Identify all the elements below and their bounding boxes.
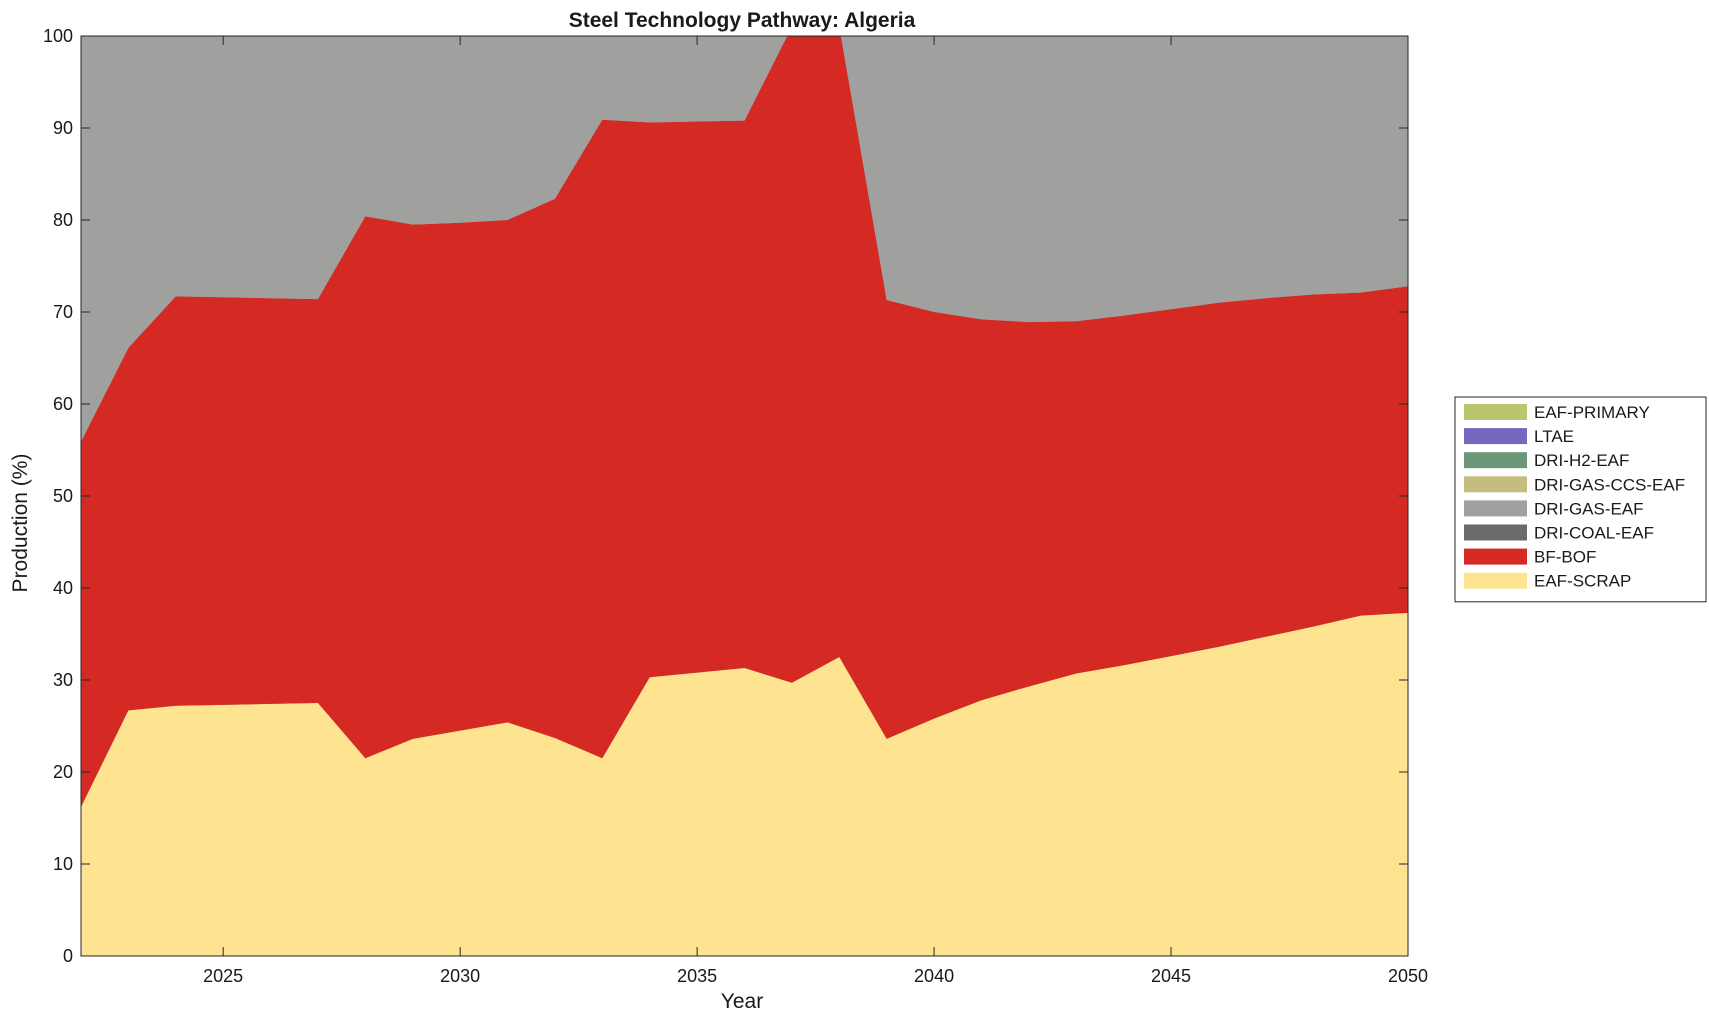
legend-swatch — [1464, 476, 1527, 493]
axes — [80, 35, 1409, 957]
legend-swatch — [1464, 548, 1527, 565]
legend-swatch — [1464, 500, 1527, 517]
legend-label: BF-BOF — [1534, 548, 1596, 567]
legend: EAF-PRIMARY LTAE DRI-H2-EAF DRI-GAS-CCS-EAF… — [1454, 396, 1707, 603]
legend-swatch — [1464, 452, 1527, 469]
legend-label: DRI-GAS-CCS-EAF — [1534, 475, 1685, 494]
legend-swatch — [1464, 428, 1527, 445]
x-axis-label: Year — [721, 990, 763, 1013]
y-axis-label: Production (%) — [9, 454, 32, 593]
y-tick-label: 30 — [53, 670, 73, 690]
area-dri-gas-eaf — [81, 36, 1408, 442]
y-tick-label: 80 — [53, 210, 73, 230]
x-tick-label: 2035 — [677, 966, 717, 986]
area-bf-bof — [81, 36, 1408, 807]
y-tick-label: 60 — [53, 394, 73, 414]
legend-label: EAF-SCRAP — [1534, 572, 1631, 591]
legend-label: DRI-GAS-EAF — [1534, 499, 1644, 518]
y-tick-label: 100 — [43, 26, 73, 46]
y-tick-label: 10 — [53, 854, 73, 874]
x-tick-label: 2025 — [203, 966, 243, 986]
y-tick-label: 50 — [53, 486, 73, 506]
y-tick-label: 70 — [53, 302, 73, 322]
legend-label: DRI-COAL-EAF — [1534, 524, 1654, 543]
y-tick-label: 90 — [53, 118, 73, 138]
x-tick-label: 2045 — [1151, 966, 1191, 986]
x-tick-label: 2050 — [1388, 966, 1428, 986]
legend-label: EAF-PRIMARY — [1534, 403, 1650, 422]
x-tick-label: 2030 — [440, 966, 480, 986]
plot-area — [81, 36, 1408, 956]
legend-label: DRI-H2-EAF — [1534, 451, 1629, 470]
area-eaf-scrap — [81, 612, 1408, 956]
y-tick-label: 0 — [63, 946, 73, 966]
legend-swatch — [1464, 404, 1527, 420]
chart-title: Steel Technology Pathway: Algeria — [569, 9, 916, 32]
legend-swatch — [1464, 524, 1527, 541]
y-tick-label: 20 — [53, 762, 73, 782]
x-tick-label: 2040 — [914, 966, 954, 986]
legend-swatch — [1464, 572, 1527, 589]
legend-label: LTAE — [1534, 427, 1574, 446]
y-tick-label: 40 — [53, 578, 73, 598]
